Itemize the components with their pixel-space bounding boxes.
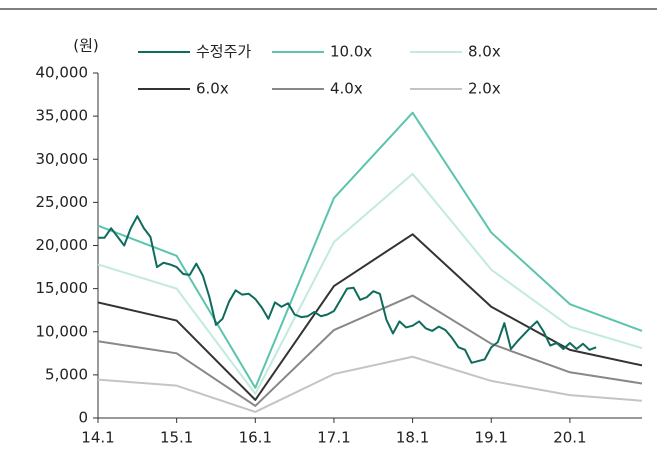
- x-tick-label: 16.1: [239, 429, 272, 447]
- x-tick-label: 14.1: [81, 429, 114, 447]
- x-tick-label: 18.1: [396, 429, 429, 447]
- y-tick-label: 10,000: [36, 322, 89, 340]
- x-tick-label: 17.1: [317, 429, 350, 447]
- series-line: [98, 215, 597, 364]
- legend-label: 수정주가: [196, 43, 251, 61]
- y-tick-label: 25,000: [36, 193, 89, 211]
- y-tick-label: 15,000: [36, 279, 89, 297]
- y-tick-label: 30,000: [36, 150, 89, 168]
- x-tick-label: 15.1: [160, 429, 193, 447]
- legend-label: 4.0x: [330, 80, 363, 98]
- y-tick-label: 35,000: [36, 107, 89, 125]
- x-tick-label: 20.1: [553, 429, 586, 447]
- y-tick-label: 5,000: [45, 365, 88, 383]
- y-tick-label: 20,000: [36, 236, 89, 254]
- y-tick-label: 40,000: [36, 64, 89, 82]
- unit-label: (원): [73, 37, 99, 55]
- legend-label: 2.0x: [468, 80, 501, 98]
- x-tick-label: 19.1: [475, 429, 508, 447]
- y-tick-label: 0: [78, 409, 88, 427]
- series-line: [97, 111, 643, 389]
- legend-label: 6.0x: [196, 80, 229, 98]
- series-line: [97, 355, 643, 413]
- series-line: [97, 294, 643, 407]
- legend-label: 8.0x: [468, 43, 501, 61]
- series-line: [97, 172, 643, 395]
- legend-label: 10.0x: [330, 43, 372, 61]
